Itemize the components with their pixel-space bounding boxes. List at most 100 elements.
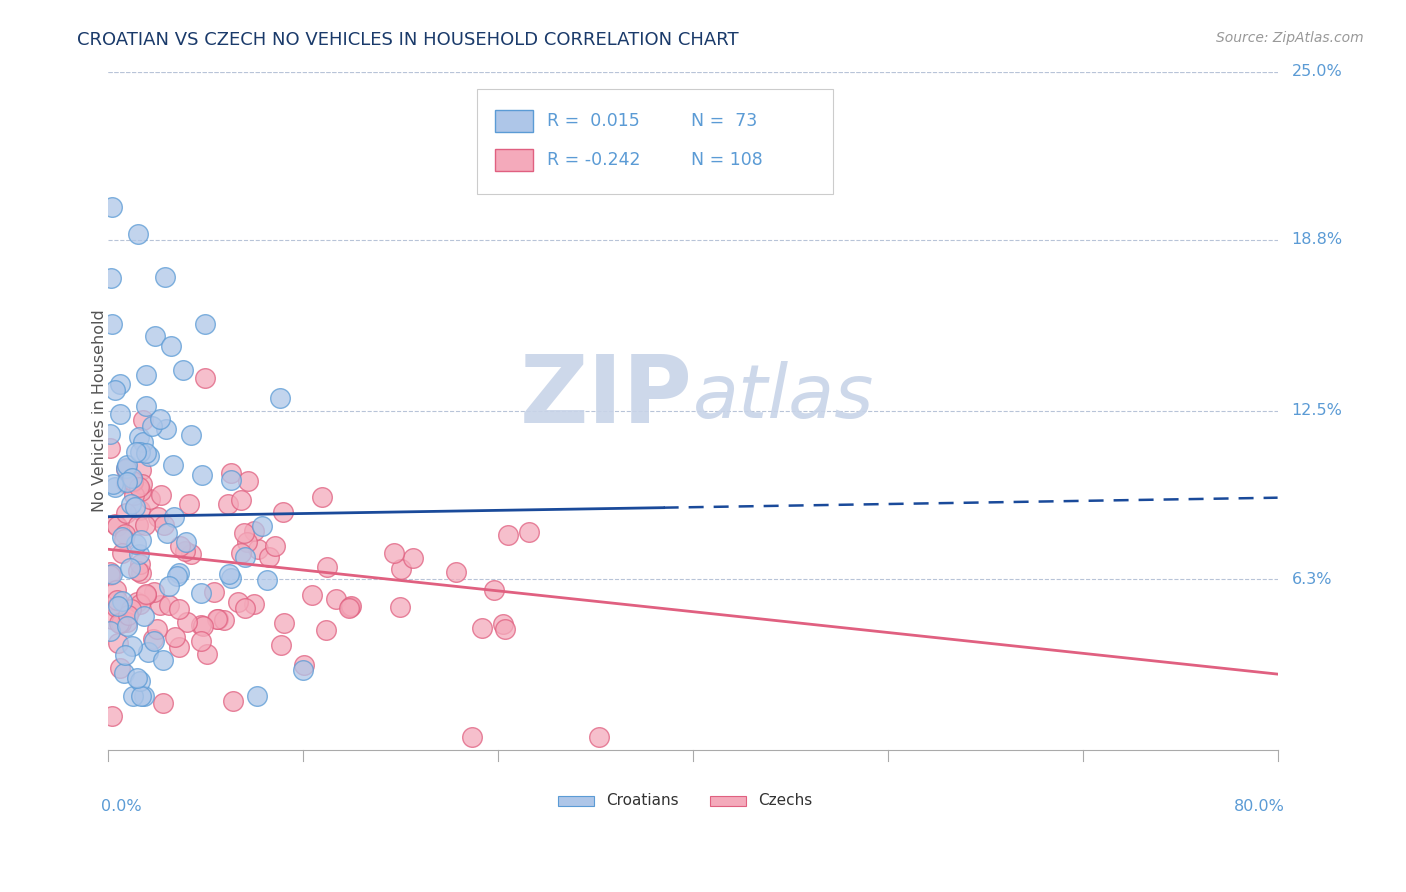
Point [496, 528, 519, 542]
Point [101, 709, 124, 723]
Point [101, 200, 124, 214]
Point [191, 467, 214, 482]
FancyBboxPatch shape [495, 111, 533, 132]
Point [166, 569, 188, 583]
Point [117, 608, 139, 623]
Point [246, 542, 269, 557]
Point [100, 317, 122, 331]
Point [111, 530, 134, 544]
Point [135, 399, 157, 413]
Point [121, 497, 143, 511]
Point [128, 597, 150, 611]
Point [169, 539, 191, 553]
Point [128, 430, 150, 444]
Text: Source: ZipAtlas.com: Source: ZipAtlas.com [1216, 31, 1364, 45]
Point [149, 598, 172, 612]
Point [162, 458, 184, 472]
Point [98, 624, 121, 638]
Point [193, 619, 215, 633]
Text: 6.3%: 6.3% [1292, 572, 1331, 587]
Point [128, 503, 150, 517]
Point [121, 640, 143, 654]
Point [132, 609, 155, 624]
Point [226, 595, 249, 609]
Point [104, 479, 127, 493]
Text: Croatians: Croatians [606, 794, 679, 808]
Point [131, 689, 153, 703]
Point [138, 449, 160, 463]
Point [114, 526, 136, 541]
Point [127, 564, 149, 578]
Point [142, 632, 165, 647]
Point [121, 689, 143, 703]
Point [167, 640, 190, 654]
Point [470, 621, 492, 635]
Point [138, 491, 160, 506]
Point [242, 597, 264, 611]
Point [132, 413, 155, 427]
Point [231, 546, 253, 560]
Point [214, 613, 236, 627]
Point [152, 653, 174, 667]
Point [173, 544, 195, 558]
Point [160, 338, 183, 352]
Point [135, 588, 157, 602]
Point [205, 612, 228, 626]
Point [136, 645, 159, 659]
Point [131, 435, 153, 450]
Point [172, 363, 194, 377]
Point [117, 615, 139, 629]
Point [127, 227, 149, 242]
Text: atlas: atlas [693, 361, 875, 434]
Point [98, 568, 121, 582]
Point [257, 549, 280, 564]
Point [339, 599, 361, 614]
Point [110, 594, 132, 608]
Point [236, 474, 259, 488]
Text: ZIP: ZIP [520, 351, 693, 443]
Point [110, 615, 132, 630]
Point [446, 566, 468, 580]
Point [588, 730, 610, 744]
Point [156, 526, 179, 541]
Point [110, 660, 132, 674]
Text: 80.0%: 80.0% [1234, 799, 1285, 814]
Point [105, 583, 128, 598]
FancyBboxPatch shape [558, 797, 595, 805]
Point [301, 588, 323, 602]
Point [461, 730, 484, 744]
Point [190, 586, 212, 600]
Point [114, 476, 136, 491]
Point [157, 598, 180, 612]
Point [111, 546, 134, 560]
Point [104, 383, 127, 397]
Point [315, 560, 337, 574]
Text: N = 108: N = 108 [690, 151, 762, 169]
Point [177, 497, 200, 511]
Point [271, 506, 294, 520]
Point [110, 377, 132, 392]
Point [195, 647, 218, 661]
Point [120, 561, 142, 575]
Point [150, 488, 173, 502]
Point [124, 444, 146, 458]
Point [232, 525, 254, 540]
Point [131, 463, 153, 477]
Point [176, 615, 198, 629]
Point [382, 546, 405, 560]
Point [135, 587, 157, 601]
Point [128, 547, 150, 561]
Point [105, 519, 128, 533]
Text: R = -0.242: R = -0.242 [547, 151, 640, 169]
Point [115, 618, 138, 632]
Point [174, 535, 197, 549]
Point [492, 617, 515, 632]
Point [243, 524, 266, 538]
Point [125, 595, 148, 609]
Text: 0.0%: 0.0% [101, 799, 142, 814]
Point [114, 461, 136, 475]
Point [219, 466, 242, 480]
Point [135, 445, 157, 459]
Point [517, 525, 540, 540]
Text: Czechs: Czechs [758, 794, 813, 808]
